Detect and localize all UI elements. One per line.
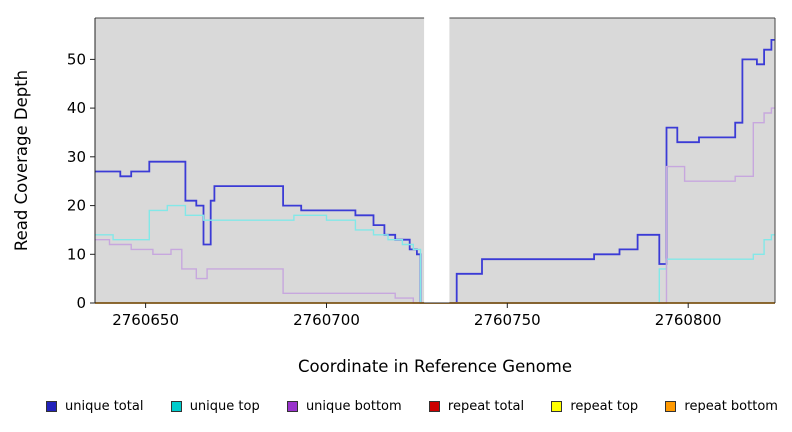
legend-label: repeat total (447, 399, 525, 414)
coverage-gap-mask (424, 9, 450, 303)
x-tick-label: 2760650 (112, 311, 179, 329)
x-tick-label: 2760800 (655, 311, 722, 329)
series-line-unique-top (95, 204, 775, 304)
legend: unique total unique top unique bottom repea… (0, 399, 792, 414)
legend-label: unique bottom (305, 399, 402, 414)
legend-swatch-unique-top (170, 401, 182, 412)
x-tick-label: 2760700 (293, 311, 360, 329)
x-axis-title: Coordinate in Reference Genome (298, 357, 572, 376)
legend-swatch-repeat-total (428, 401, 440, 412)
coverage-chart-canvas: 2760650 2760700 2760750 2760800 0 10 20 30 40 50 C… (12, 9, 776, 376)
legend-label: repeat bottom (684, 399, 778, 414)
legend-swatch-unique-bottom (286, 401, 298, 412)
legend-item-unique-top: unique top (170, 399, 260, 414)
legend-item-repeat-total: repeat total (428, 399, 525, 414)
legend-label: unique total (65, 399, 144, 414)
legend-label: unique top (189, 399, 260, 414)
y-tick-label: 20 (67, 197, 86, 215)
legend-swatch-unique-total (46, 401, 57, 412)
y-axis-title: Read Coverage Depth (12, 70, 31, 251)
y-tick-label: 40 (67, 99, 86, 117)
legend-item-repeat-bottom: repeat bottom (665, 399, 778, 414)
y-tick-label: 10 (67, 245, 86, 263)
legend-item-unique-total: unique total (46, 399, 143, 414)
y-tick-label: 50 (67, 50, 86, 68)
y-tick-label: 30 (67, 148, 86, 166)
legend-swatch-repeat-top (551, 401, 563, 412)
x-tick-label: 2760750 (474, 311, 541, 329)
series-line-unique-total (95, 39, 775, 304)
legend-label: repeat top (570, 399, 639, 414)
legend-item-repeat-top: repeat top (551, 399, 638, 414)
legend-swatch-repeat-bottom (665, 401, 677, 412)
y-tick-label: 0 (76, 294, 86, 312)
legend-item-unique-bottom: unique bottom (286, 399, 402, 414)
series-line-unique-bottom (95, 107, 775, 304)
